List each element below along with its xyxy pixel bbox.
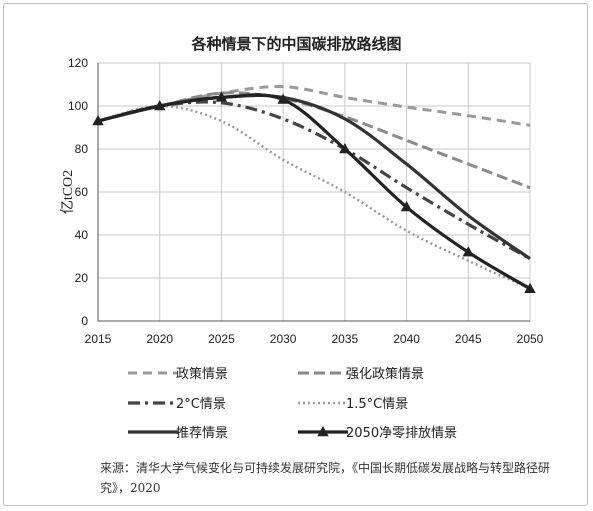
series-line-6	[97, 93, 531, 291]
series-layer	[92, 85, 536, 293]
y-tick-label: 20	[75, 271, 89, 285]
y-tick-label: 0	[81, 314, 88, 328]
legend-item-2: 强化政策情景	[298, 366, 424, 382]
legend-label: 1.5°C情景	[346, 397, 408, 412]
y-tick-label: 100	[68, 99, 88, 113]
x-tick-label: 2045	[455, 332, 482, 346]
legend-label: 政策情景	[176, 366, 228, 382]
legend-item-6: 2050净零排放情景	[298, 426, 457, 441]
y-tick-label: 60	[75, 185, 89, 199]
legend-item-3: 2°C情景	[128, 397, 226, 412]
legend-label: 推荐情景	[176, 426, 228, 441]
legend-label: 2050净零排放情景	[346, 426, 457, 441]
series-line-4	[97, 104, 531, 290]
x-tick-label: 2015	[85, 332, 112, 346]
data-point-marker	[339, 143, 351, 154]
legend-item-4: 1.5°C情景	[298, 397, 408, 412]
data-point-marker	[462, 246, 474, 257]
legend-label: 2°C情景	[176, 397, 226, 412]
legend-item-1: 政策情景	[128, 366, 228, 382]
data-point-marker	[154, 100, 166, 111]
x-tick-label: 2035	[332, 332, 359, 346]
legend-item-5: 推荐情景	[128, 426, 228, 441]
x-tick-label: 2030	[270, 332, 297, 346]
legend-label: 强化政策情景	[346, 366, 424, 382]
x-tick-label: 2040	[393, 332, 420, 346]
legend-marker	[317, 426, 329, 437]
data-point-marker	[92, 115, 104, 126]
grid-lines	[97, 62, 531, 322]
y-tick-label: 80	[75, 142, 89, 156]
data-point-marker	[277, 93, 289, 104]
x-tick-label: 2020	[146, 332, 173, 346]
data-point-marker	[524, 282, 536, 293]
y-axis-label: 亿tCO2	[60, 170, 76, 214]
x-tick-label: 2025	[208, 332, 235, 346]
y-tick-label: 40	[75, 228, 89, 242]
y-tick-label: 120	[68, 56, 88, 70]
x-tick-label: 2050	[517, 332, 544, 346]
data-point-marker	[215, 91, 228, 102]
chart-title: 各种情景下的中国碳排放路线图	[191, 35, 402, 53]
figure-border	[3, 3, 588, 506]
axes	[97, 63, 530, 322]
data-point-marker	[400, 201, 413, 212]
source-note: 来源：清华大学气候变化与可持续发展研究院，《中国长期低碳发展战略与转型路径研究》…	[100, 461, 551, 495]
